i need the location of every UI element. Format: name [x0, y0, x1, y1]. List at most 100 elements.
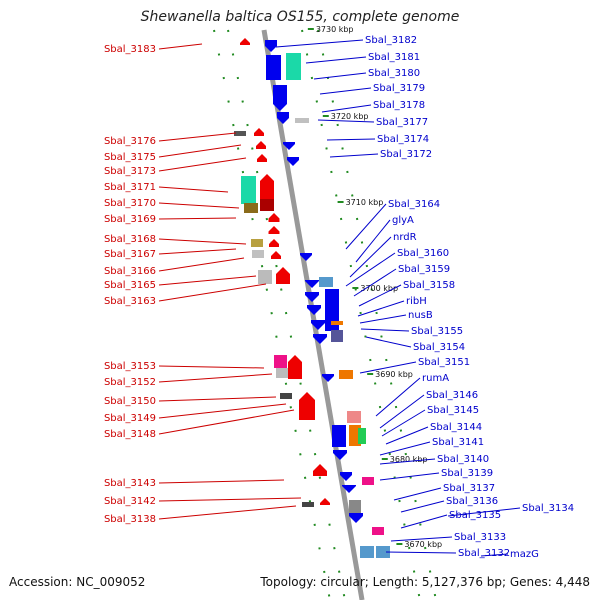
right-gene-label: Sbal_3134 — [522, 503, 574, 514]
minus-strand-gene-arrow — [299, 392, 315, 420]
right-label-leader — [375, 377, 421, 417]
plus-strand-gene-box — [331, 321, 343, 325]
minus-strand-gene-arrow — [268, 213, 280, 222]
right-gene-label: glyA — [392, 215, 414, 226]
minus-strand-gene-box — [234, 131, 246, 136]
minus-strand-gene-box — [244, 203, 258, 213]
right-label-leader — [379, 458, 436, 465]
plus-strand-gene-box — [349, 500, 361, 516]
right-gene-label: rumA — [422, 373, 449, 384]
kbp-tick-label: 3700 kbp — [360, 284, 398, 293]
right-gene-label: Sbal_3151 — [418, 357, 470, 368]
minus-strand-gene-box — [258, 270, 272, 284]
left-gene-label: Sbal_3183 — [104, 44, 156, 55]
left-gene-label: Sbal_3176 — [104, 136, 156, 147]
plus-strand-gene-arrow — [305, 292, 319, 302]
right-label-leader — [317, 119, 375, 123]
plus-strand-gene-arrow — [311, 320, 325, 330]
right-label-leader — [381, 409, 426, 437]
minus-strand-gene-box — [280, 393, 292, 399]
right-label-leader — [393, 487, 442, 501]
left-label-leader — [158, 186, 229, 193]
left-gene-label: Sbal_3170 — [104, 198, 156, 209]
right-label-leader — [359, 361, 417, 374]
minus-strand-gene-box — [274, 355, 287, 368]
plus-strand-gene-arrow — [313, 334, 327, 344]
minus-strand-gene-arrow — [271, 251, 281, 259]
plus-strand-gene-arrow — [307, 305, 321, 315]
genome-backbone — [261, 29, 365, 600]
plus-strand-gene-box — [347, 411, 361, 423]
track-guide — [317, 29, 437, 600]
right-label-leader — [345, 252, 396, 287]
kbp-tick-label: 3710 kbp — [346, 198, 384, 207]
right-gene-label: Sbal_3155 — [411, 326, 463, 337]
right-gene-label: Sbal_3180 — [368, 68, 420, 79]
minus-strand-gene-arrow — [313, 464, 327, 476]
right-gene-label: Sbal_3133 — [454, 532, 506, 543]
plus-strand-gene-box — [325, 289, 339, 331]
minus-strand-gene-arrow — [240, 38, 250, 45]
minus-strand-gene-box — [276, 368, 289, 378]
right-label-leader — [326, 138, 376, 141]
left-label-leader — [158, 403, 287, 419]
right-gene-label: Sbal_3140 — [437, 454, 489, 465]
left-label-leader — [158, 365, 265, 369]
right-gene-label: Sbal_3181 — [368, 52, 420, 63]
plus-strand-gene-box — [331, 330, 343, 342]
right-label-leader — [329, 153, 379, 158]
track-guide — [227, 29, 346, 600]
plus-strand-gene-arrow — [342, 485, 356, 493]
right-gene-label: Sbal_3179 — [373, 83, 425, 94]
right-label-leader — [305, 56, 367, 64]
right-gene-label: Sbal_3160 — [397, 248, 449, 259]
plus-strand-gene-box — [372, 527, 384, 535]
right-label-leader — [360, 328, 410, 332]
right-label-leader — [349, 236, 392, 278]
right-gene-label: Sbal_3178 — [373, 100, 425, 111]
left-gene-label: Sbal_3175 — [104, 152, 156, 163]
plus-strand-gene-box — [358, 428, 366, 444]
right-label-leader — [313, 72, 367, 80]
track-guide — [301, 29, 421, 600]
right-label-leader — [400, 500, 445, 513]
right-gene-label: Sbal_3137 — [443, 483, 495, 494]
left-gene-label: Sbal_3153 — [104, 361, 156, 372]
plus-strand-gene-arrow — [305, 280, 319, 288]
left-label-leader — [158, 373, 273, 383]
plus-strand-gene-arrow — [283, 142, 295, 150]
minus-strand-gene-arrow — [260, 174, 274, 200]
right-gene-label: Sbal_3177 — [376, 117, 428, 128]
plus-strand-gene-box — [332, 425, 346, 447]
plus-strand-gene-arrow — [273, 85, 287, 111]
left-label-leader — [158, 238, 247, 245]
plus-strand-gene-box — [295, 118, 309, 123]
right-label-leader — [365, 336, 412, 348]
right-label-leader — [357, 300, 405, 317]
right-label-leader — [400, 514, 448, 529]
right-gene-label: Sbal_3145 — [427, 405, 479, 416]
right-label-leader — [358, 284, 402, 307]
plus-strand-gene-box — [266, 55, 281, 80]
right-gene-label: Sbal_3135 — [449, 510, 501, 521]
left-gene-label: Sbal_3152 — [104, 377, 156, 388]
right-gene-label: Sbal_3158 — [403, 280, 455, 291]
left-gene-label: Sbal_3167 — [104, 249, 156, 260]
left-label-leader — [158, 248, 237, 255]
plus-strand-gene-arrow — [277, 112, 289, 124]
right-label-leader — [359, 314, 407, 324]
right-label-leader — [353, 268, 397, 297]
plus-strand-gene-box — [362, 477, 374, 485]
minus-strand-gene-arrow — [268, 226, 280, 234]
minus-strand-gene-arrow — [269, 239, 279, 247]
right-label-leader — [345, 203, 387, 250]
right-gene-label: Sbal_3139 — [441, 468, 493, 479]
left-gene-label: Sbal_3169 — [104, 214, 156, 225]
right-gene-label: Sbal_3174 — [377, 134, 429, 145]
left-gene-label: Sbal_3148 — [104, 429, 156, 440]
left-label-leader — [158, 409, 295, 435]
plus-strand-gene-box — [376, 546, 390, 558]
left-label-leader — [158, 157, 247, 172]
right-label-leader — [385, 426, 429, 445]
